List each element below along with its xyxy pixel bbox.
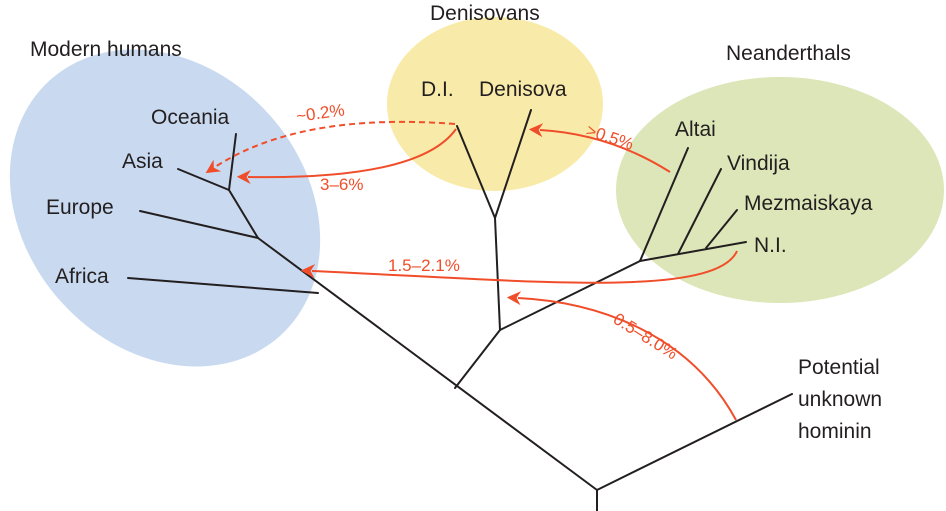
label-unknown-line3: hominin	[798, 420, 872, 443]
denisovans-title: Denisovans	[430, 2, 540, 25]
arrow-neanderthal-to-denisova	[528, 123, 671, 173]
arrow-neanderthal-to-modern	[300, 250, 738, 284]
label-denisova: Denisova	[479, 78, 567, 101]
neanderthals-title: Neanderthals	[726, 42, 851, 65]
label-altai: Altai	[675, 118, 716, 141]
label-flow-asia: 3–6%	[320, 175, 363, 194]
gene-flow-arrows	[205, 120, 738, 421]
label-flow-denisova: >0.5%	[584, 121, 636, 154]
archaic-stem-branch	[454, 329, 501, 389]
denisova-branch	[494, 109, 532, 219]
modern-archaic-stem-branch	[257, 237, 598, 491]
asia-branch	[177, 168, 230, 191]
ni-branch	[639, 241, 747, 262]
europe-branch	[139, 210, 259, 239]
label-ni: N.I.	[754, 234, 787, 257]
label-di: D.I.	[421, 78, 454, 101]
unknown-hominin-branch	[596, 393, 793, 491]
label-unknown-line2: unknown	[798, 388, 882, 411]
eurasia-stem-branch	[228, 189, 259, 239]
neanderthal-stem-branch	[499, 260, 641, 331]
arrow-denisovan-to-oceania	[205, 120, 456, 174]
mezmaiskaya-branch	[705, 209, 738, 249]
label-europe: Europe	[46, 196, 114, 219]
phylogenetic-tree	[127, 109, 793, 511]
arrow-unknown-to-denisovan	[506, 291, 737, 421]
label-vindija: Vindija	[727, 152, 790, 175]
africa-branch	[127, 277, 319, 294]
label-flow-unknown: 0.5–8.0%	[610, 309, 681, 363]
label-oceania: Oceania	[151, 106, 230, 129]
label-africa: Africa	[55, 265, 109, 288]
di-branch	[456, 125, 496, 219]
vindija-branch	[677, 168, 722, 255]
oceania-branch	[228, 133, 237, 191]
label-flow-modern: 1.5–2.1%	[388, 256, 460, 275]
label-asia: Asia	[122, 150, 163, 173]
neanderthals-region	[616, 77, 944, 303]
arrow-denisovan-to-asia	[236, 128, 457, 185]
altai-branch	[639, 147, 689, 262]
denisovan-stem-branch	[494, 217, 501, 331]
label-unknown-line1: Potential	[798, 356, 880, 379]
label-flow-oceania: ~0.2%	[295, 100, 346, 126]
label-mezmaiskaya: Mezmaiskaya	[744, 192, 873, 215]
modern-humans-title: Modern humans	[30, 38, 182, 61]
denisovans-region	[387, 17, 603, 191]
